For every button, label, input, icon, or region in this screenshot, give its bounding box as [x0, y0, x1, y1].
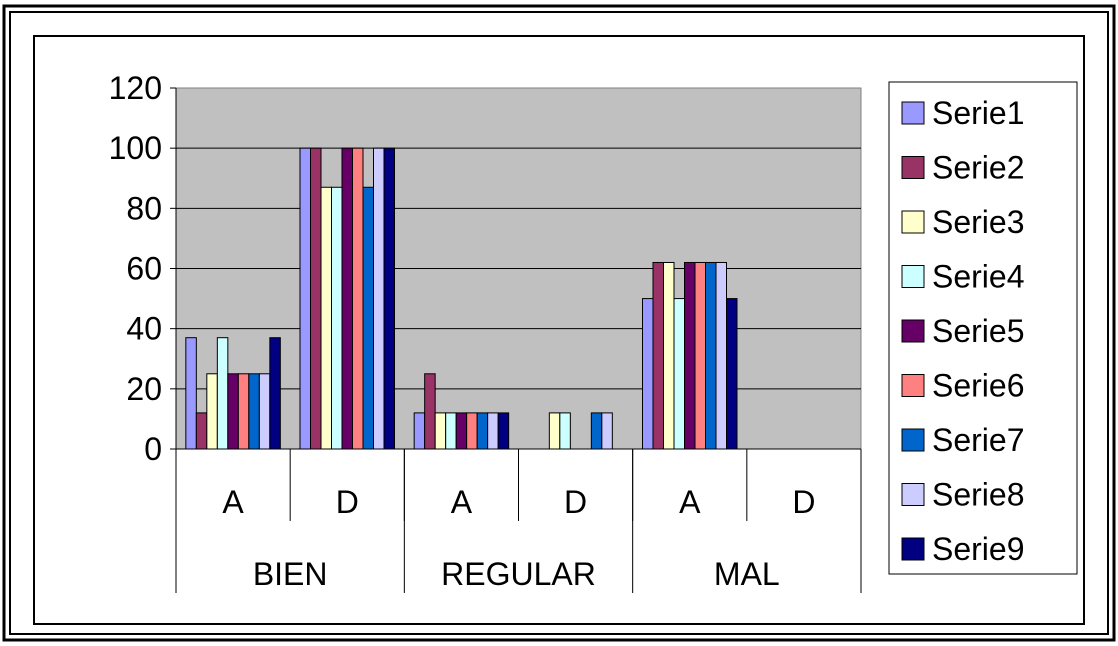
- bar-serie2-cat2: [424, 373, 436, 450]
- bar-serie9-cat4: [726, 298, 738, 450]
- bar-serie3-cat2: [434, 412, 447, 450]
- legend-swatch-serie7: [901, 428, 925, 452]
- bar-serie6-cat4: [694, 261, 706, 450]
- legend-label-serie7: Serie7: [932, 422, 1025, 458]
- legend-swatch-serie8: [901, 483, 925, 506]
- legend-swatch-serie4: [901, 265, 925, 288]
- outer-border: [2, 4, 1116, 642]
- y-tick-label: 0: [144, 431, 162, 467]
- bar-serie1-cat4: [642, 298, 654, 450]
- legend-swatch-serie5: [901, 319, 925, 343]
- x-tick-label: A: [679, 484, 701, 520]
- group-label: BIEN: [253, 556, 328, 592]
- bar-serie6-cat1: [352, 147, 364, 450]
- bar-serie5-cat1: [341, 147, 353, 450]
- legend-label-serie5: Serie5: [932, 313, 1025, 349]
- y-tick-label: 20: [126, 371, 162, 407]
- outer-border-inner: [9, 11, 1109, 635]
- x-tick-label: D: [564, 484, 587, 520]
- legend-label-serie1: Serie1: [932, 95, 1025, 131]
- bar-serie9-cat1: [383, 147, 395, 450]
- bar-serie1-cat0: [185, 337, 197, 450]
- bar-serie8-cat0: [258, 373, 271, 450]
- bar-serie6-cat2: [466, 412, 478, 450]
- bar-serie7-cat0: [248, 373, 260, 450]
- bar-serie2-cat4: [652, 261, 664, 450]
- bar-serie8-cat2: [487, 412, 499, 450]
- x-tick-label: D: [336, 484, 359, 520]
- bar-serie4-cat2: [445, 412, 457, 450]
- group-label: MAL: [714, 556, 780, 592]
- legend-label-serie6: Serie6: [932, 368, 1025, 404]
- bar-serie7-cat2: [476, 412, 489, 450]
- legend: Serie1 Serie2 Serie3 Serie4 Serie5 Serie6 Seri…: [901, 95, 1025, 567]
- y-tick-label: 80: [126, 190, 162, 226]
- bar-serie4-cat1: [331, 186, 343, 450]
- bar-serie3-cat4: [663, 261, 675, 450]
- bar-serie4-cat3: [559, 412, 571, 450]
- y-axis: 0 20 40 60 80 100 120: [109, 70, 177, 467]
- bar-serie1-cat1: [299, 147, 311, 450]
- bar-serie6-cat0: [237, 373, 250, 450]
- y-tick-label: 120: [109, 70, 162, 106]
- legend-label-serie3: Serie3: [932, 204, 1025, 240]
- bar-serie8-cat1: [373, 147, 385, 450]
- bar-serie7-cat3: [590, 412, 603, 450]
- bar-serie5-cat2: [455, 412, 468, 450]
- bar-serie8-cat3: [601, 412, 613, 450]
- bar-serie1-cat2: [413, 412, 426, 450]
- y-tick-label: 100: [109, 130, 162, 166]
- bar-serie3-cat1: [320, 186, 332, 450]
- legend-label-serie9: Serie9: [932, 531, 1025, 567]
- legend-swatch-serie2: [901, 156, 925, 179]
- bar-serie7-cat1: [362, 186, 374, 450]
- y-tick-label: 60: [126, 251, 162, 287]
- bar-serie9-cat2: [497, 412, 510, 450]
- legend-label-serie4: Serie4: [932, 259, 1025, 295]
- legend-swatch-serie6: [901, 374, 925, 397]
- bar-serie3-cat0: [206, 373, 218, 450]
- bar-serie8-cat4: [715, 261, 727, 450]
- bar-serie4-cat4: [673, 298, 685, 450]
- legend-swatch-serie3: [901, 210, 925, 234]
- x-tick-label: A: [222, 484, 244, 520]
- bar-serie3-cat3: [548, 412, 561, 450]
- bar-serie5-cat4: [684, 261, 696, 450]
- bar-serie5-cat0: [227, 373, 239, 450]
- x-tick-label: A: [451, 484, 473, 520]
- bar-serie2-cat0: [195, 412, 208, 450]
- gridlines: [176, 147, 861, 390]
- x-tick-label: D: [792, 484, 815, 520]
- legend-swatch-serie9: [901, 537, 925, 561]
- bar-serie2-cat1: [310, 147, 322, 450]
- group-label: REGULAR: [441, 556, 596, 592]
- legend-label-serie8: Serie8: [932, 477, 1025, 513]
- bar-serie7-cat4: [705, 261, 717, 450]
- bar-serie4-cat0: [216, 337, 229, 450]
- y-tick-label: 40: [126, 311, 162, 347]
- bar-serie9-cat0: [269, 337, 281, 450]
- legend-label-serie2: Serie2: [932, 150, 1025, 186]
- legend-swatch-serie1: [901, 101, 925, 125]
